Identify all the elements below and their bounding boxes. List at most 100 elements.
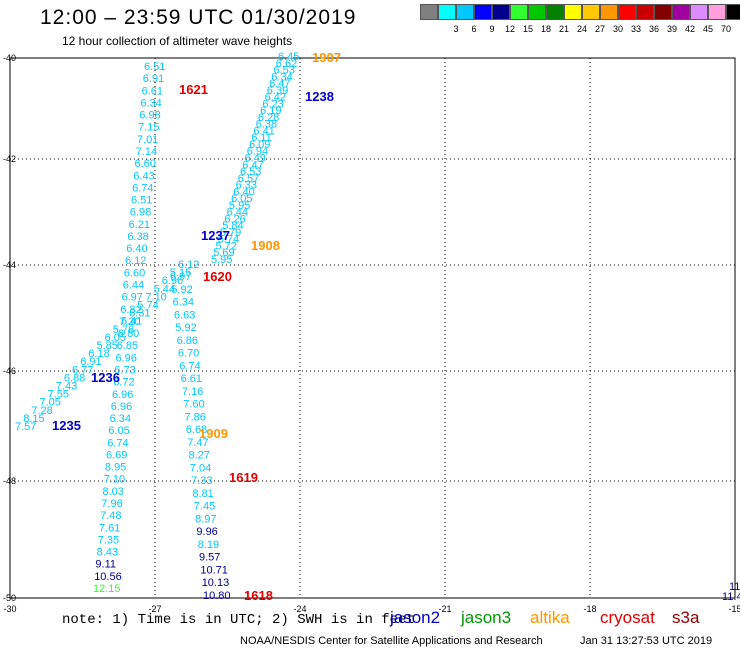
wave-height-value: 6.19 — [260, 105, 281, 117]
lon-tick-label: -15 — [728, 604, 740, 614]
wave-height-value: 7.43 — [56, 381, 77, 393]
wave-height-value: 6.40 — [233, 186, 254, 198]
legend-swatch — [420, 4, 438, 20]
wave-height-value: 5.76 — [113, 324, 134, 336]
wave-height-value: 6.97 — [122, 292, 143, 304]
legend-label: 9 — [489, 24, 495, 34]
wave-height-value: 10.80 — [203, 590, 231, 602]
wave-height-value: 8.15 — [23, 413, 44, 425]
wave-height-value: 9.11 — [95, 559, 116, 571]
satellite-label-altika: altika — [530, 608, 570, 627]
wave-height-value: 6.45 — [278, 51, 299, 63]
pass-time-label: 1618 — [244, 588, 273, 603]
page-subtitle: 12 hour collection of altimeter wave hei… — [62, 34, 293, 48]
wave-height-value: 5.72 — [216, 241, 237, 253]
legend-swatch — [636, 4, 654, 20]
satellite-label-jason3: jason3 — [461, 608, 512, 627]
wave-height-value: 7.33 — [191, 475, 212, 487]
pass-time-label: 1237 — [201, 228, 230, 243]
wave-height-value: 6.11 — [251, 132, 272, 144]
satellite-label-jason2: jason2 — [390, 608, 441, 627]
footnote: note: 1) Time is in UTC; 2) SWH is in fe… — [62, 612, 415, 628]
legend-label: 15 — [522, 24, 533, 34]
pass-time-label: 1619 — [229, 470, 258, 485]
wave-height-value: 6.47 — [242, 159, 263, 171]
lon-tick-label: -30 — [3, 604, 16, 614]
legend-label: 3 — [453, 24, 459, 34]
wave-height-value: 6.47 — [269, 78, 290, 90]
wave-height-value: 8.27 — [189, 450, 210, 462]
wave-height-value: 6.96 — [112, 389, 133, 401]
wave-height-value: 6.62 — [276, 58, 297, 70]
wave-height-value: 9.57 — [199, 552, 220, 564]
legend-label: 70 — [720, 24, 731, 34]
wave-height-value: 6.91 — [80, 356, 101, 368]
wave-height-value: 5.84 — [222, 220, 243, 232]
pass-time-label: 1620 — [203, 269, 232, 284]
wave-height-value: 6.34 — [173, 297, 194, 309]
timestamp-text: Jan 31 13:27:53 UTC 2019 — [580, 635, 713, 647]
legend-swatch — [456, 4, 474, 20]
pass-time-label: 1907 — [312, 50, 341, 65]
wave-height-value: 7.86 — [185, 411, 206, 423]
pass-time-label: 1909 — [199, 426, 228, 441]
wave-height-value: 7.55 — [48, 389, 69, 401]
legend-swatch — [654, 4, 672, 20]
wave-height-value: 8.81 — [192, 488, 213, 500]
lat-tick-label: -46 — [3, 366, 16, 376]
legend-swatch — [474, 4, 492, 20]
wave-height-value: 7.35 — [98, 534, 119, 546]
lat-tick-label: -40 — [3, 53, 16, 63]
legend-label: 36 — [648, 24, 659, 34]
wave-height-value: 7.47 — [187, 437, 208, 449]
legend-label: 6 — [471, 24, 477, 34]
page-title: 12:00 – 23:59 UTC 01/30/2019 — [40, 6, 357, 29]
lon-tick-label: -18 — [583, 604, 596, 614]
wave-height-value: 6.28 — [258, 112, 279, 124]
wave-height-value: 7.16 — [182, 386, 203, 398]
wave-height-value: 6.74 — [132, 182, 153, 194]
wave-height-value: 6.57 — [238, 173, 259, 185]
wave-height-value: 6.05 — [108, 425, 129, 437]
legend-label: 18 — [540, 24, 551, 34]
wave-height-value: 7.10 — [145, 291, 166, 303]
wave-height-value: 6.43 — [133, 170, 154, 182]
wave-height-value: 7.48 — [100, 510, 121, 522]
legend-swatch — [726, 4, 740, 20]
pass-time-label: 1621 — [179, 82, 208, 97]
wave-height-value: 6.73 — [114, 365, 135, 377]
wave-height-value: 5.92 — [171, 284, 192, 296]
legend-label: 42 — [684, 24, 695, 34]
wave-height-value: 6.34 — [110, 413, 131, 425]
wave-height-value: 6.94 — [247, 146, 268, 158]
map-axis-ticks: -40 -42 -44 -46 -48 -50-30 -27 -24 -21 -18 -15 — [3, 53, 740, 614]
wave-height-value: 6.74 — [179, 360, 200, 372]
legend-label: 33 — [630, 24, 641, 34]
legend-label: 30 — [612, 24, 623, 34]
wave-height-value: 6.97 — [170, 271, 191, 283]
wave-height-value: 5.85 — [97, 340, 118, 352]
wave-height-value: 6.53 — [240, 166, 261, 178]
wave-height-value: 6.98 — [130, 207, 151, 219]
wave-height-value: 10.71 — [200, 565, 228, 577]
wave-height-value: 6.41 — [121, 316, 142, 328]
wave-height-value: 6.09 — [249, 139, 270, 151]
legend-swatch — [690, 4, 708, 20]
wave-height-value: 6.80 — [118, 328, 139, 340]
wave-height-value: 6.18 — [88, 348, 109, 360]
wave-height-value: 6.91 — [143, 73, 164, 85]
wave-height-value: 7.96 — [101, 498, 122, 510]
wave-height-value: 6.70 — [178, 348, 199, 360]
legend-swatch — [672, 4, 690, 20]
wave-height-value: 6.63 — [174, 309, 195, 321]
wave-height-value: 6.77 — [72, 364, 93, 376]
legend-swatch — [708, 4, 726, 20]
wave-height-value: 8.03 — [103, 486, 124, 498]
lat-tick-label: -42 — [3, 154, 16, 164]
legend-swatch — [600, 4, 618, 20]
wave-height-value: 6.23 — [262, 98, 283, 110]
wave-height-value: 6.74 — [107, 437, 128, 449]
wave-height-value: 6.61 — [142, 85, 163, 97]
lon-tick-label: -24 — [293, 604, 306, 614]
